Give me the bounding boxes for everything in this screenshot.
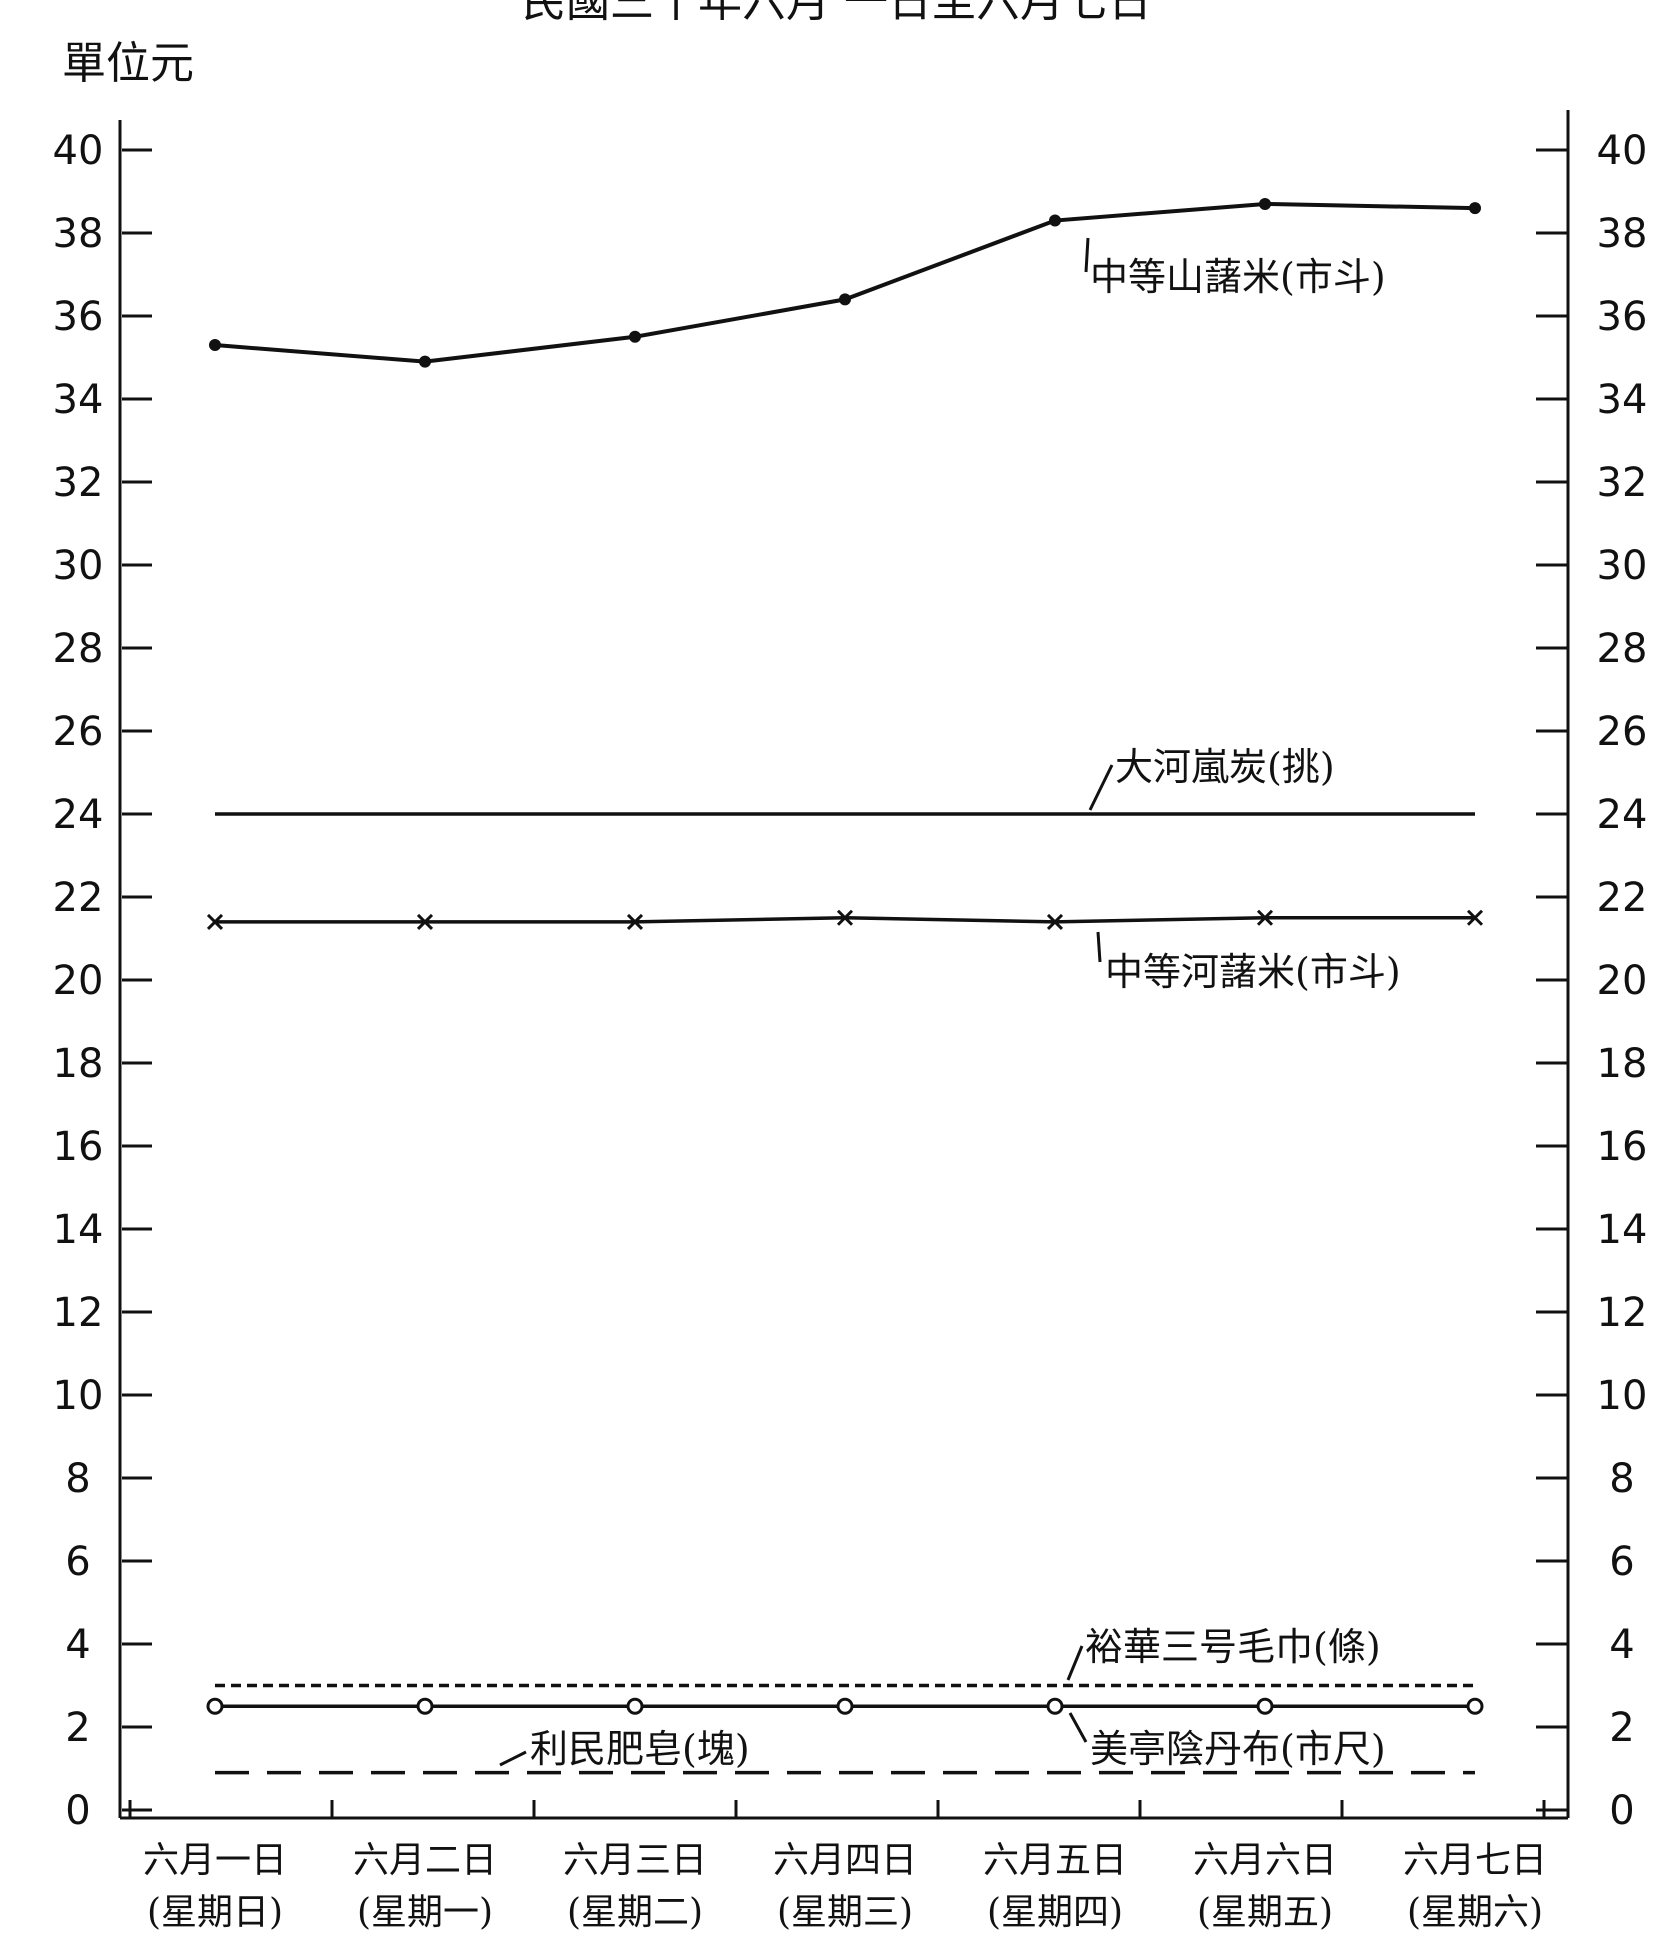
data-point (1046, 1697, 1064, 1715)
x-category-date: 六月二日 (353, 1840, 497, 1881)
y-tick-label-right: 24 (1597, 792, 1648, 838)
data-point (1046, 913, 1064, 930)
data-point (1466, 1697, 1484, 1715)
x-category-date: 六月四日 (773, 1840, 917, 1881)
x-category-date: 六月一日 (143, 1840, 287, 1881)
unit-label: 單位元 (62, 38, 194, 89)
y-tick-label-right: 30 (1597, 543, 1648, 589)
y-tick-label-left: 24 (53, 792, 104, 838)
y-tick-label-left: 14 (53, 1207, 104, 1253)
data-point (836, 1697, 854, 1715)
y-tick-label-right: 20 (1597, 958, 1648, 1004)
series-label: 大河嵐炭(挑) (1115, 745, 1335, 789)
y-tick-label-left: 10 (53, 1373, 104, 1419)
y-tick-label-left: 40 (53, 128, 104, 174)
y-tick-label-left: 18 (53, 1041, 104, 1087)
y-tick-label-right: 4 (1609, 1622, 1634, 1668)
y-tick-label-right: 6 (1609, 1539, 1634, 1585)
y-tick-label-left: 20 (53, 958, 104, 1004)
data-point (629, 330, 641, 343)
category-labels: 六月一日 (星期日) 六月二日 (星期一) 六月三日 (星期二) 六月四日 (星期三) 六月五日… (143, 1840, 1547, 1933)
annotation-arrow (499, 1750, 527, 1767)
x-category-weekday: (星期四) (987, 1892, 1123, 1933)
data-point (1256, 1697, 1274, 1715)
y-tick-label-right: 14 (1597, 1207, 1648, 1253)
y-tick-label-right: 2 (1609, 1705, 1634, 1751)
y-tick-label-left: 30 (53, 543, 104, 589)
data-point (626, 913, 644, 930)
x-category-weekday: (星期一) (357, 1892, 493, 1933)
y-tick-label-right: 8 (1609, 1456, 1634, 1502)
y-tick-label-left: 22 (53, 875, 104, 921)
x-category-weekday: (星期五) (1197, 1892, 1333, 1933)
y-tick-label-left: 28 (53, 626, 104, 672)
y-tick-label-left: 6 (65, 1539, 90, 1585)
y-tick-label-right: 40 (1597, 128, 1648, 174)
series-label: 中等山藷米(市斗) (1090, 255, 1386, 299)
series-label: 利民肥皂(塊) (530, 1727, 750, 1771)
annotation-arrow (1066, 1645, 1084, 1681)
y-tick-label-left: 4 (65, 1622, 90, 1668)
y-tick-label-left: 34 (53, 377, 104, 423)
y-tick-label-right: 0 (1609, 1788, 1634, 1834)
y-tick-label-left: 2 (65, 1705, 90, 1751)
data-point (416, 1697, 434, 1715)
series-label: 美亭陰丹布(市尺) (1090, 1727, 1386, 1771)
y-tick-label-left: 0 (65, 1788, 90, 1834)
annotation-layer: 中等山藷米(市斗) 大河嵐炭(挑) 中等河藷米(市斗) 裕華三号毛巾(條) 美亭陰丹布(… (499, 237, 1401, 1771)
y-tick-label-right: 16 (1597, 1124, 1648, 1170)
data-point (419, 355, 431, 368)
data-point (1469, 202, 1481, 215)
data-point (626, 1697, 644, 1715)
x-category-date: 六月六日 (1193, 1840, 1337, 1881)
data-point (206, 913, 224, 930)
annotation-arrow (1084, 237, 1090, 273)
y-tick-label-right: 22 (1597, 875, 1648, 921)
chart-title: 民國三十年六月 一日至六月七日 (522, 0, 1152, 27)
series-label: 中等河藷米(市斗) (1105, 950, 1401, 994)
x-category-date: 六月三日 (563, 1840, 707, 1881)
y-tick-label-right: 28 (1597, 626, 1648, 672)
y-tick-label-right: 12 (1597, 1290, 1648, 1336)
annotation-arrow (1088, 764, 1114, 811)
x-category-weekday: (星期日) (147, 1892, 283, 1933)
series-layer (206, 197, 1484, 1775)
data-point (839, 293, 851, 306)
data-point (1049, 214, 1061, 227)
data-point (206, 1697, 224, 1715)
x-ticks (128, 1800, 1546, 1818)
annotation-arrow (1096, 931, 1102, 963)
y-tick-label-right: 18 (1597, 1041, 1648, 1087)
x-category-weekday: (星期三) (777, 1892, 913, 1933)
annotation-arrow (1068, 1712, 1088, 1743)
x-category-weekday: (星期六) (1407, 1892, 1543, 1933)
y-tick-label-right: 26 (1597, 709, 1648, 755)
data-point (209, 339, 221, 352)
data-point (836, 909, 854, 926)
data-point (1256, 909, 1274, 926)
data-point (1466, 909, 1484, 926)
y-tick-label-right: 38 (1597, 211, 1648, 257)
y-tick-label-left: 26 (53, 709, 104, 755)
y-tick-label-left: 16 (53, 1124, 104, 1170)
y-tick-label-left: 32 (53, 460, 104, 506)
y-tick-label-right: 36 (1597, 294, 1648, 340)
x-category-date: 六月七日 (1403, 1840, 1547, 1881)
y-tick-label-left: 12 (53, 1290, 104, 1336)
data-point (1259, 197, 1271, 210)
y-tick-label-right: 10 (1597, 1373, 1648, 1419)
x-category-date: 六月五日 (983, 1840, 1127, 1881)
y-tick-label-right: 32 (1597, 460, 1648, 506)
y-tick-label-left: 38 (53, 211, 104, 257)
x-category-weekday: (星期二) (567, 1892, 703, 1933)
y-tick-label-left: 36 (53, 294, 104, 340)
data-point (416, 913, 434, 930)
series-label: 裕華三号毛巾(條) (1085, 1625, 1381, 1669)
y-tick-label-right: 34 (1597, 377, 1648, 423)
y-tick-label-left: 8 (65, 1456, 90, 1502)
